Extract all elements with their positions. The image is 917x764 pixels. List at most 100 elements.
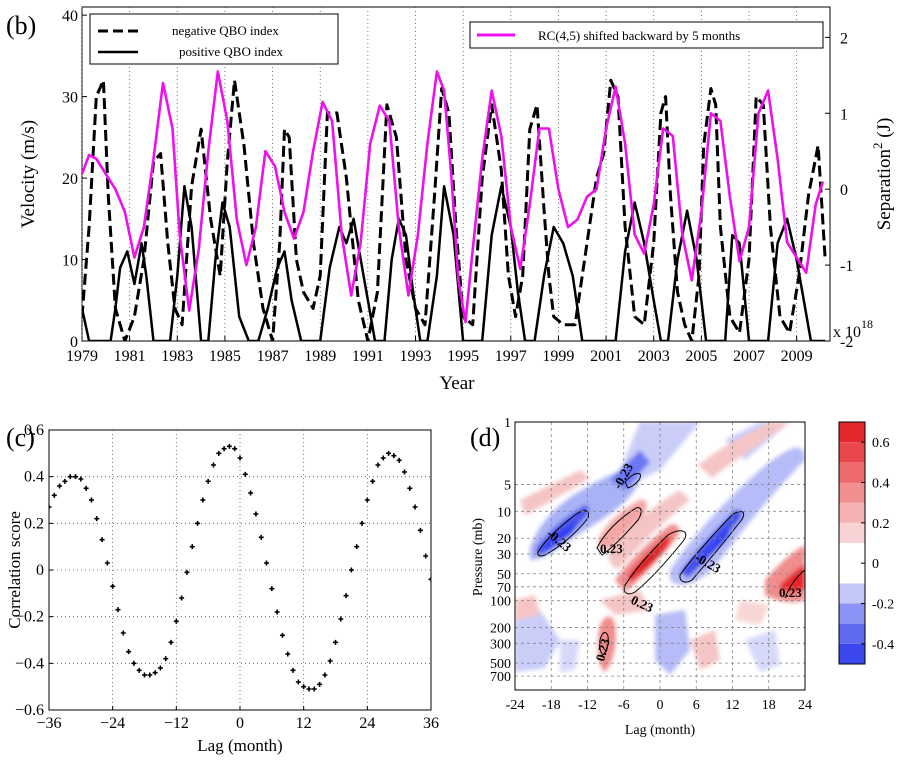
colorbar-step bbox=[839, 623, 865, 644]
scatter-point bbox=[173, 618, 179, 624]
scatter-point bbox=[200, 497, 206, 503]
y-tick-label: 100 bbox=[490, 595, 511, 610]
panel-d-letter: (d) bbox=[470, 423, 500, 452]
series-line-2 bbox=[82, 70, 825, 324]
y-tick-label: 1 bbox=[504, 416, 511, 431]
colorbar-tick-label: 0.4 bbox=[872, 477, 890, 492]
legend-pos-label: positive QBO index bbox=[179, 44, 283, 59]
x-tick-label: −12 bbox=[164, 715, 189, 732]
y-tick-label: −0.2 bbox=[15, 609, 44, 626]
scatter-point bbox=[306, 686, 312, 692]
x-tick-label: −24 bbox=[100, 715, 125, 732]
series-line-0 bbox=[82, 78, 827, 341]
scatter-point bbox=[290, 667, 296, 673]
scatter-point bbox=[78, 476, 84, 482]
x-tick-label: -18 bbox=[542, 698, 561, 713]
x-tick-label: 1981 bbox=[114, 348, 146, 365]
scatter-point bbox=[428, 576, 431, 582]
scatter-point bbox=[317, 681, 323, 687]
scatter-point bbox=[301, 684, 307, 690]
scatter-point bbox=[295, 679, 301, 685]
scatter-point bbox=[110, 583, 116, 589]
scatter-point bbox=[364, 497, 370, 503]
x-tick-label: 2001 bbox=[590, 348, 622, 365]
x-tick-label: 36 bbox=[423, 715, 439, 732]
scatter-point bbox=[142, 672, 147, 678]
x-tick-label: 1997 bbox=[495, 348, 527, 365]
scatter-point bbox=[67, 474, 73, 480]
scatter-point bbox=[51, 492, 57, 498]
x-tick-label: 0 bbox=[657, 698, 664, 713]
x-tick-label: 1991 bbox=[352, 348, 384, 365]
scatter-point bbox=[348, 567, 354, 573]
scatter-point bbox=[99, 537, 105, 543]
scatter-point bbox=[136, 667, 142, 673]
y-tick-label: 10 bbox=[497, 505, 511, 520]
y-tick-label: 500 bbox=[490, 657, 511, 672]
scatter-point bbox=[375, 462, 381, 468]
colorbar-step bbox=[839, 522, 865, 543]
scatter-point bbox=[285, 651, 291, 657]
scatter-point bbox=[147, 672, 153, 678]
x-tick-label: 1993 bbox=[400, 348, 432, 365]
colorbar-step bbox=[839, 583, 865, 604]
y-tick-label: 40 bbox=[62, 8, 78, 25]
x-tick-label: 24 bbox=[359, 715, 375, 732]
scatter-point bbox=[163, 656, 169, 662]
colorbar-step bbox=[839, 543, 865, 584]
y-tick-label: 0 bbox=[36, 562, 44, 579]
scatter-point bbox=[359, 520, 365, 526]
colorbar-tick-label: 0.6 bbox=[872, 436, 890, 451]
series-line-1 bbox=[82, 184, 826, 341]
b-multiplier: x 1018 bbox=[833, 317, 873, 341]
scatter-point bbox=[57, 483, 63, 489]
colorbar-tick-label: -0.4 bbox=[872, 638, 894, 653]
scatter-point bbox=[327, 658, 333, 664]
scatter-point bbox=[216, 450, 222, 456]
colorbar-step bbox=[839, 442, 865, 463]
y-tick-label: 200 bbox=[490, 622, 511, 637]
scatter-point bbox=[258, 534, 264, 540]
contour-label: 0.23 bbox=[600, 541, 623, 556]
scatter-point bbox=[423, 553, 429, 559]
x-tick-label: 1983 bbox=[161, 348, 193, 365]
x-tick-label: 2005 bbox=[685, 348, 717, 365]
scatter-point bbox=[242, 471, 248, 477]
colorbar-step bbox=[839, 502, 865, 523]
x-tick-label: 0 bbox=[236, 715, 244, 732]
colorbar-tick-label: -0.2 bbox=[872, 598, 894, 613]
x-tick-label: -12 bbox=[578, 698, 597, 713]
y-tick-label: 5 bbox=[504, 478, 511, 493]
scatter-point bbox=[184, 569, 190, 575]
y-tick-label: −0.4 bbox=[15, 655, 44, 672]
legend-left: negative QBO index positive QBO index bbox=[89, 13, 339, 65]
y-right-tick-label: -2 bbox=[840, 334, 853, 351]
scatter-point bbox=[104, 560, 110, 566]
scatter-point bbox=[401, 469, 407, 475]
y-tick-label: 20 bbox=[497, 532, 511, 547]
scatter-point bbox=[253, 511, 259, 517]
scatter-point bbox=[333, 639, 338, 645]
scatter-point bbox=[126, 649, 132, 655]
y-tick-label: 70 bbox=[497, 581, 511, 596]
scatter-point bbox=[210, 462, 216, 468]
y-tick-label: 20 bbox=[62, 171, 78, 188]
x-tick-label: 12 bbox=[726, 698, 740, 713]
x-tick-label: 1989 bbox=[304, 348, 336, 365]
colorbar: 0.6 0.4 0.2 0 -0.2 -0.4 bbox=[838, 421, 894, 665]
x-tick-label: 6 bbox=[693, 698, 700, 713]
scatter-point bbox=[311, 686, 317, 692]
scatter-point bbox=[152, 670, 158, 676]
d-xlabel: Lag (month) bbox=[625, 723, 696, 738]
panel-d-frame bbox=[514, 421, 806, 691]
scatter-point bbox=[396, 457, 402, 463]
scatter-point bbox=[274, 609, 280, 615]
x-tick-label: 1985 bbox=[209, 348, 241, 365]
colorbar-step bbox=[839, 643, 865, 664]
colorbar-step bbox=[839, 482, 865, 503]
y-tick-label: −0.6 bbox=[15, 702, 44, 719]
x-tick-label: 2009 bbox=[781, 348, 813, 365]
scatter-point bbox=[391, 453, 397, 459]
